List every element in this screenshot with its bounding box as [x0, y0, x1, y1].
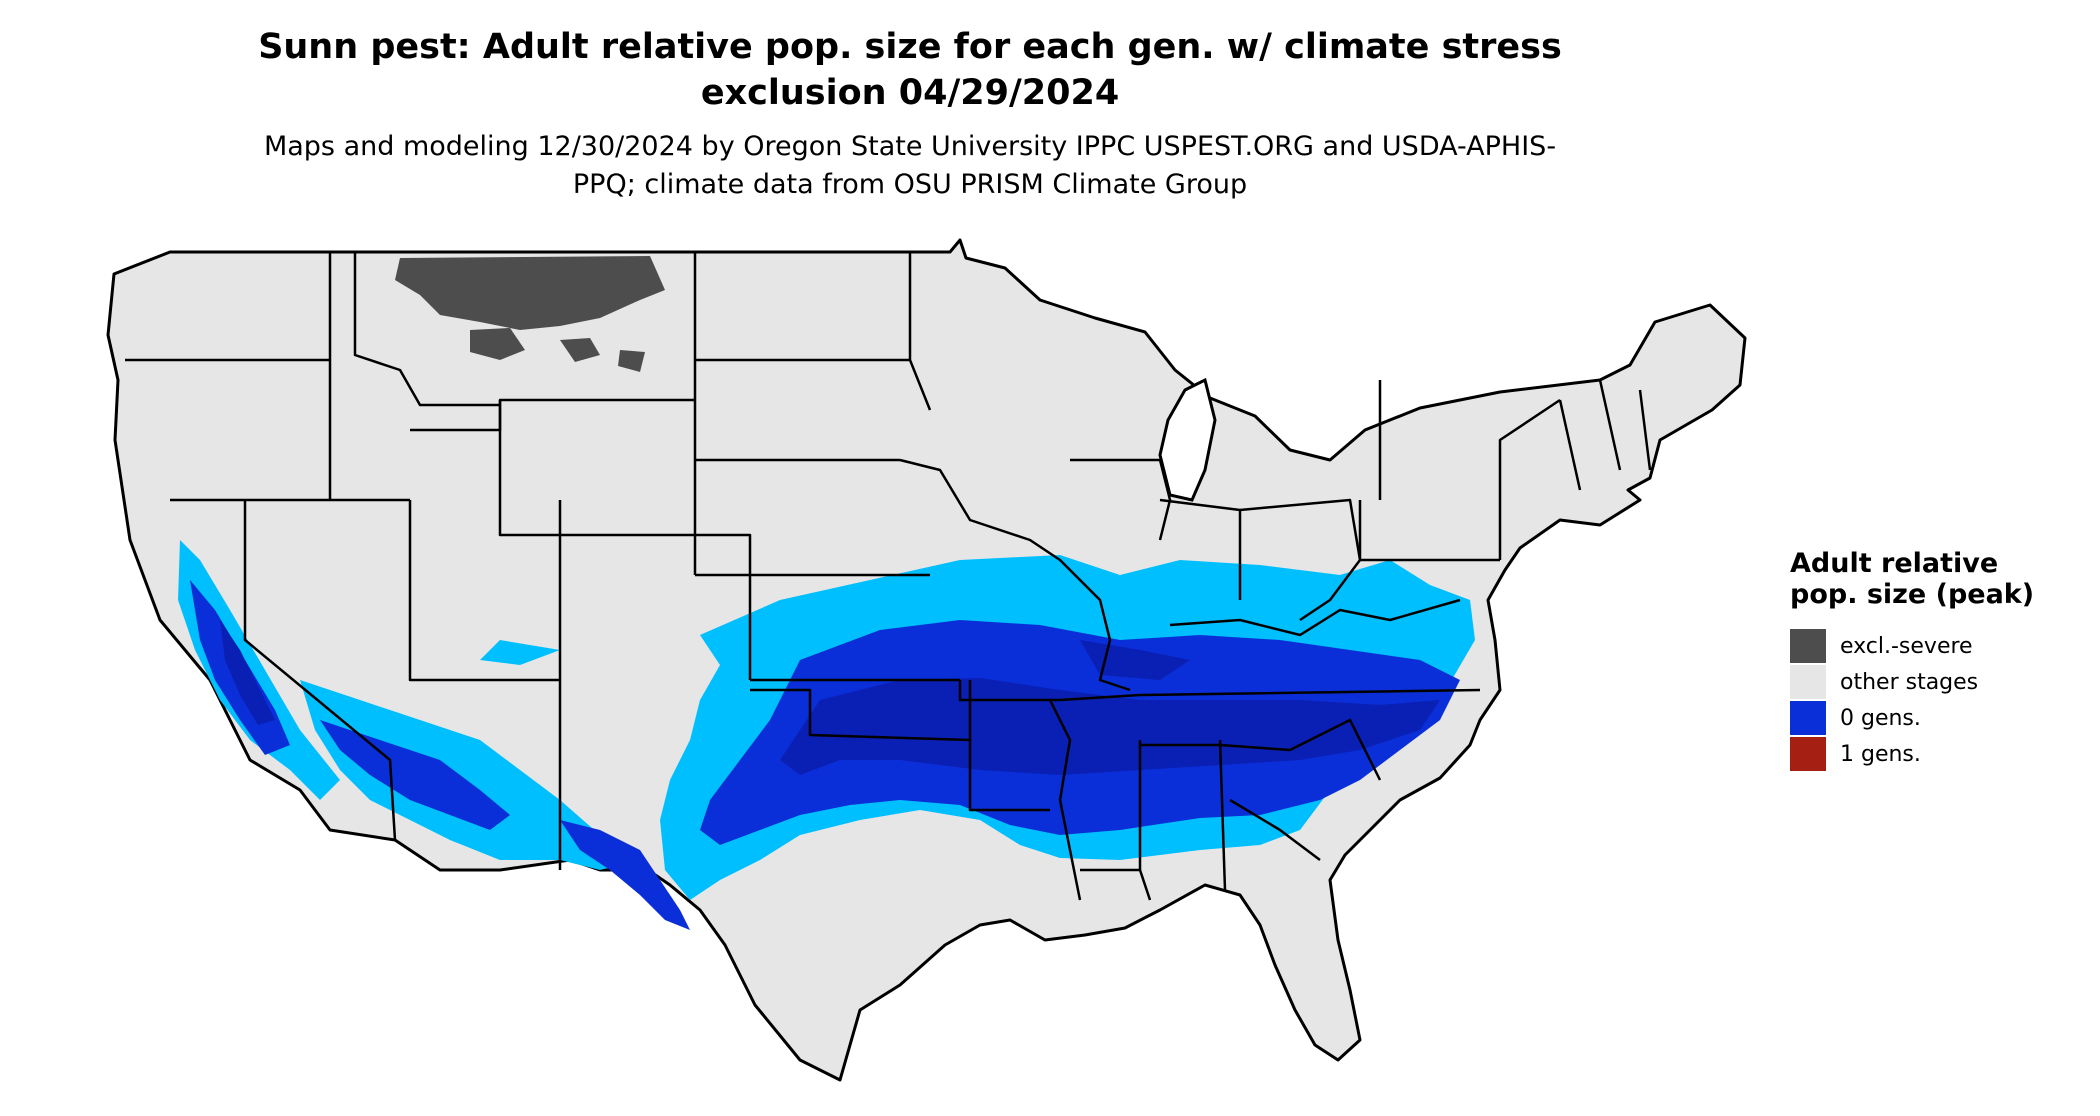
legend-swatch	[1790, 701, 1826, 735]
severe-exclusion-zone	[395, 256, 665, 372]
legend-items: excl.-severe other stages 0 gens. 1 gens.	[1790, 628, 2050, 772]
legend-title: Adult relative pop. size (peak)	[1790, 548, 2035, 610]
legend-item: excl.-severe	[1790, 628, 2050, 664]
legend-item: 0 gens.	[1790, 700, 2050, 736]
legend-item: 1 gens.	[1790, 736, 2050, 772]
legend-item: other stages	[1790, 664, 2050, 700]
legend: Adult relative pop. size (peak) excl.-se…	[1790, 548, 2050, 772]
legend-label: other stages	[1840, 669, 1979, 695]
legend-label: excl.-severe	[1840, 633, 1973, 659]
map-title: Sunn pest: Adult relative pop. size for …	[258, 27, 1562, 113]
legend-swatch	[1790, 737, 1826, 771]
state-borders	[125, 252, 1652, 901]
lake-michigan	[1158, 377, 1217, 502]
legend-swatch	[1790, 665, 1826, 699]
legend-swatch	[1790, 629, 1826, 663]
legend-label: 1 gens.	[1840, 741, 1921, 767]
map-subtitle: Maps and modeling 12/30/2024 by Oregon S…	[263, 131, 1557, 200]
legend-label: 0 gens.	[1840, 705, 1921, 731]
